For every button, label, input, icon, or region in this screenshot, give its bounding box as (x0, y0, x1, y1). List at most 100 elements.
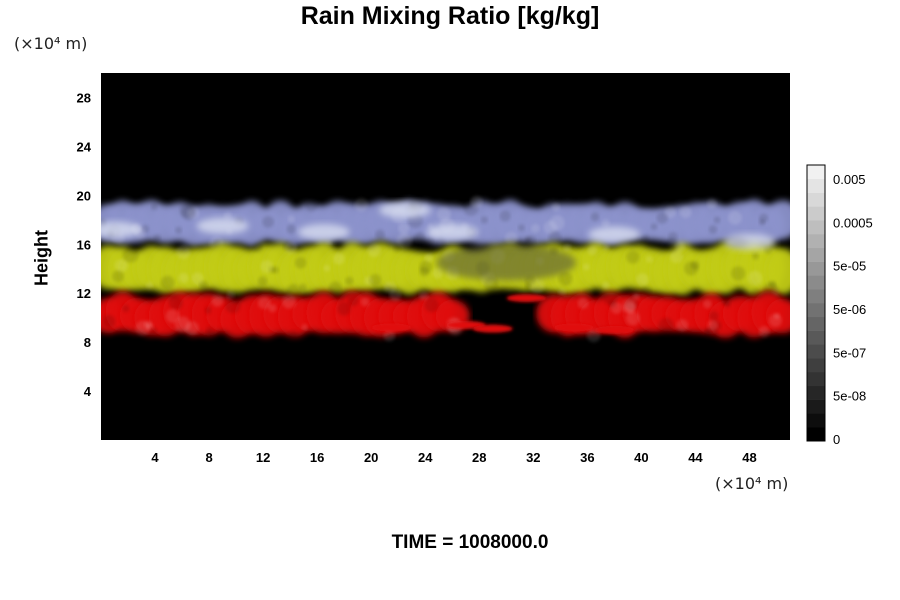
texture-red (383, 329, 396, 342)
texture-yellow (419, 260, 433, 274)
texture-blue (150, 203, 158, 210)
texture-blue (414, 232, 426, 243)
texture-blue (551, 202, 561, 212)
texture-yellow (750, 288, 761, 298)
texture-yellow (146, 281, 154, 289)
blob-blue (765, 200, 790, 239)
texture-blue (548, 231, 562, 245)
texture-red (610, 302, 623, 314)
chart-title: Rain Mixing Ratio [kg/kg] (300, 2, 600, 30)
x-tick-label: 16 (310, 450, 324, 465)
texture-red (282, 294, 297, 309)
texture-blue (305, 199, 318, 212)
texture-yellow (752, 252, 760, 260)
texture-yellow (260, 260, 274, 273)
texture-yellow (582, 263, 590, 271)
texture-red (360, 297, 370, 307)
x-tick-label: 36 (580, 450, 594, 465)
texture-blue (480, 216, 488, 224)
texture-red (632, 293, 640, 301)
y-tick-label: 24 (77, 139, 92, 154)
texture-blue (436, 207, 451, 222)
colorbar-ticks: 0.005 0.0005 5e-05 5e-06 5e-07 5e-08 0 (833, 172, 873, 447)
texture-yellow (626, 250, 640, 264)
colorbar-segment (807, 358, 825, 373)
colorbar (806, 164, 826, 442)
texture-yellow (369, 273, 382, 286)
texture-yellow (524, 283, 531, 290)
colorbar-segment (807, 330, 825, 345)
cloud-top (378, 202, 431, 219)
y-tick-label: 16 (77, 237, 91, 252)
cloud-top (723, 233, 776, 250)
time-label: TIME = 1008000.0 (391, 532, 549, 553)
texture-blue (728, 210, 743, 225)
texture-red (114, 327, 131, 343)
texture-yellow (422, 237, 438, 253)
texture-red (149, 327, 158, 336)
texture-red (102, 314, 116, 328)
texture-blue (396, 233, 413, 249)
texture-blue (641, 234, 650, 243)
texture-yellow (670, 250, 683, 264)
texture-blue (543, 220, 558, 235)
texture-yellow (176, 244, 191, 259)
texture-red (709, 311, 719, 321)
texture-red (301, 324, 308, 331)
colorbar-segment (807, 178, 825, 193)
texture-blue (375, 229, 385, 240)
colorbar-tick-label: 5e-06 (833, 302, 866, 317)
texture-blue (713, 216, 721, 224)
texture-red (419, 290, 429, 301)
texture-yellow (432, 267, 444, 279)
x-tick-label: 4 (151, 450, 159, 465)
texture-blue (707, 198, 717, 209)
colorbar-segment (807, 261, 825, 276)
x-tick-label: 28 (472, 450, 486, 465)
y-tick-label: 8 (84, 335, 91, 350)
texture-red (268, 304, 277, 313)
texture-yellow (367, 243, 381, 258)
x-axis: 4 8 12 16 20 24 28 32 36 40 44 48 (151, 450, 756, 465)
colorbar-tick-label: 0.005 (833, 172, 866, 187)
colorbar-segment (807, 399, 825, 414)
x-tick-label: 40 (634, 450, 648, 465)
colorbar-segment (807, 247, 825, 262)
texture-blue (262, 216, 275, 228)
texture-blue (590, 212, 600, 222)
texture-blue (153, 234, 162, 242)
red-patch (594, 325, 635, 334)
cloud-top (297, 224, 350, 241)
cloud-top (426, 224, 479, 241)
texture-yellow (587, 245, 598, 256)
texture-blue (187, 207, 200, 220)
texture-red (211, 294, 224, 307)
gray-sheet (436, 244, 577, 281)
colorbar-segment (807, 192, 825, 207)
texture-red (225, 297, 241, 314)
cloud-top (196, 217, 249, 234)
texture-blue (524, 236, 532, 244)
colorbar-segment (807, 372, 825, 387)
x-tick-label: 24 (418, 450, 433, 465)
texture-yellow (191, 272, 204, 285)
y-tick-label: 12 (77, 286, 91, 301)
rain-field (101, 195, 790, 343)
texture-blue (530, 223, 540, 233)
texture-yellow (333, 252, 345, 265)
texture-yellow (299, 283, 307, 291)
x-tick-label: 32 (526, 450, 540, 465)
y-tick-label: 20 (77, 188, 91, 203)
colorbar-segment (807, 206, 825, 221)
texture-red (626, 311, 641, 326)
y-tick-label: 28 (77, 90, 91, 105)
texture-red (337, 302, 351, 316)
texture-red (553, 330, 565, 342)
texture-blue (354, 198, 369, 212)
texture-blue (504, 231, 518, 245)
x-tick-label: 12 (256, 450, 270, 465)
texture-yellow (636, 273, 649, 286)
texture-yellow (294, 257, 307, 269)
y-axis-unit: (×10⁴ m) (14, 34, 88, 53)
colorbar-frame (806, 164, 826, 442)
